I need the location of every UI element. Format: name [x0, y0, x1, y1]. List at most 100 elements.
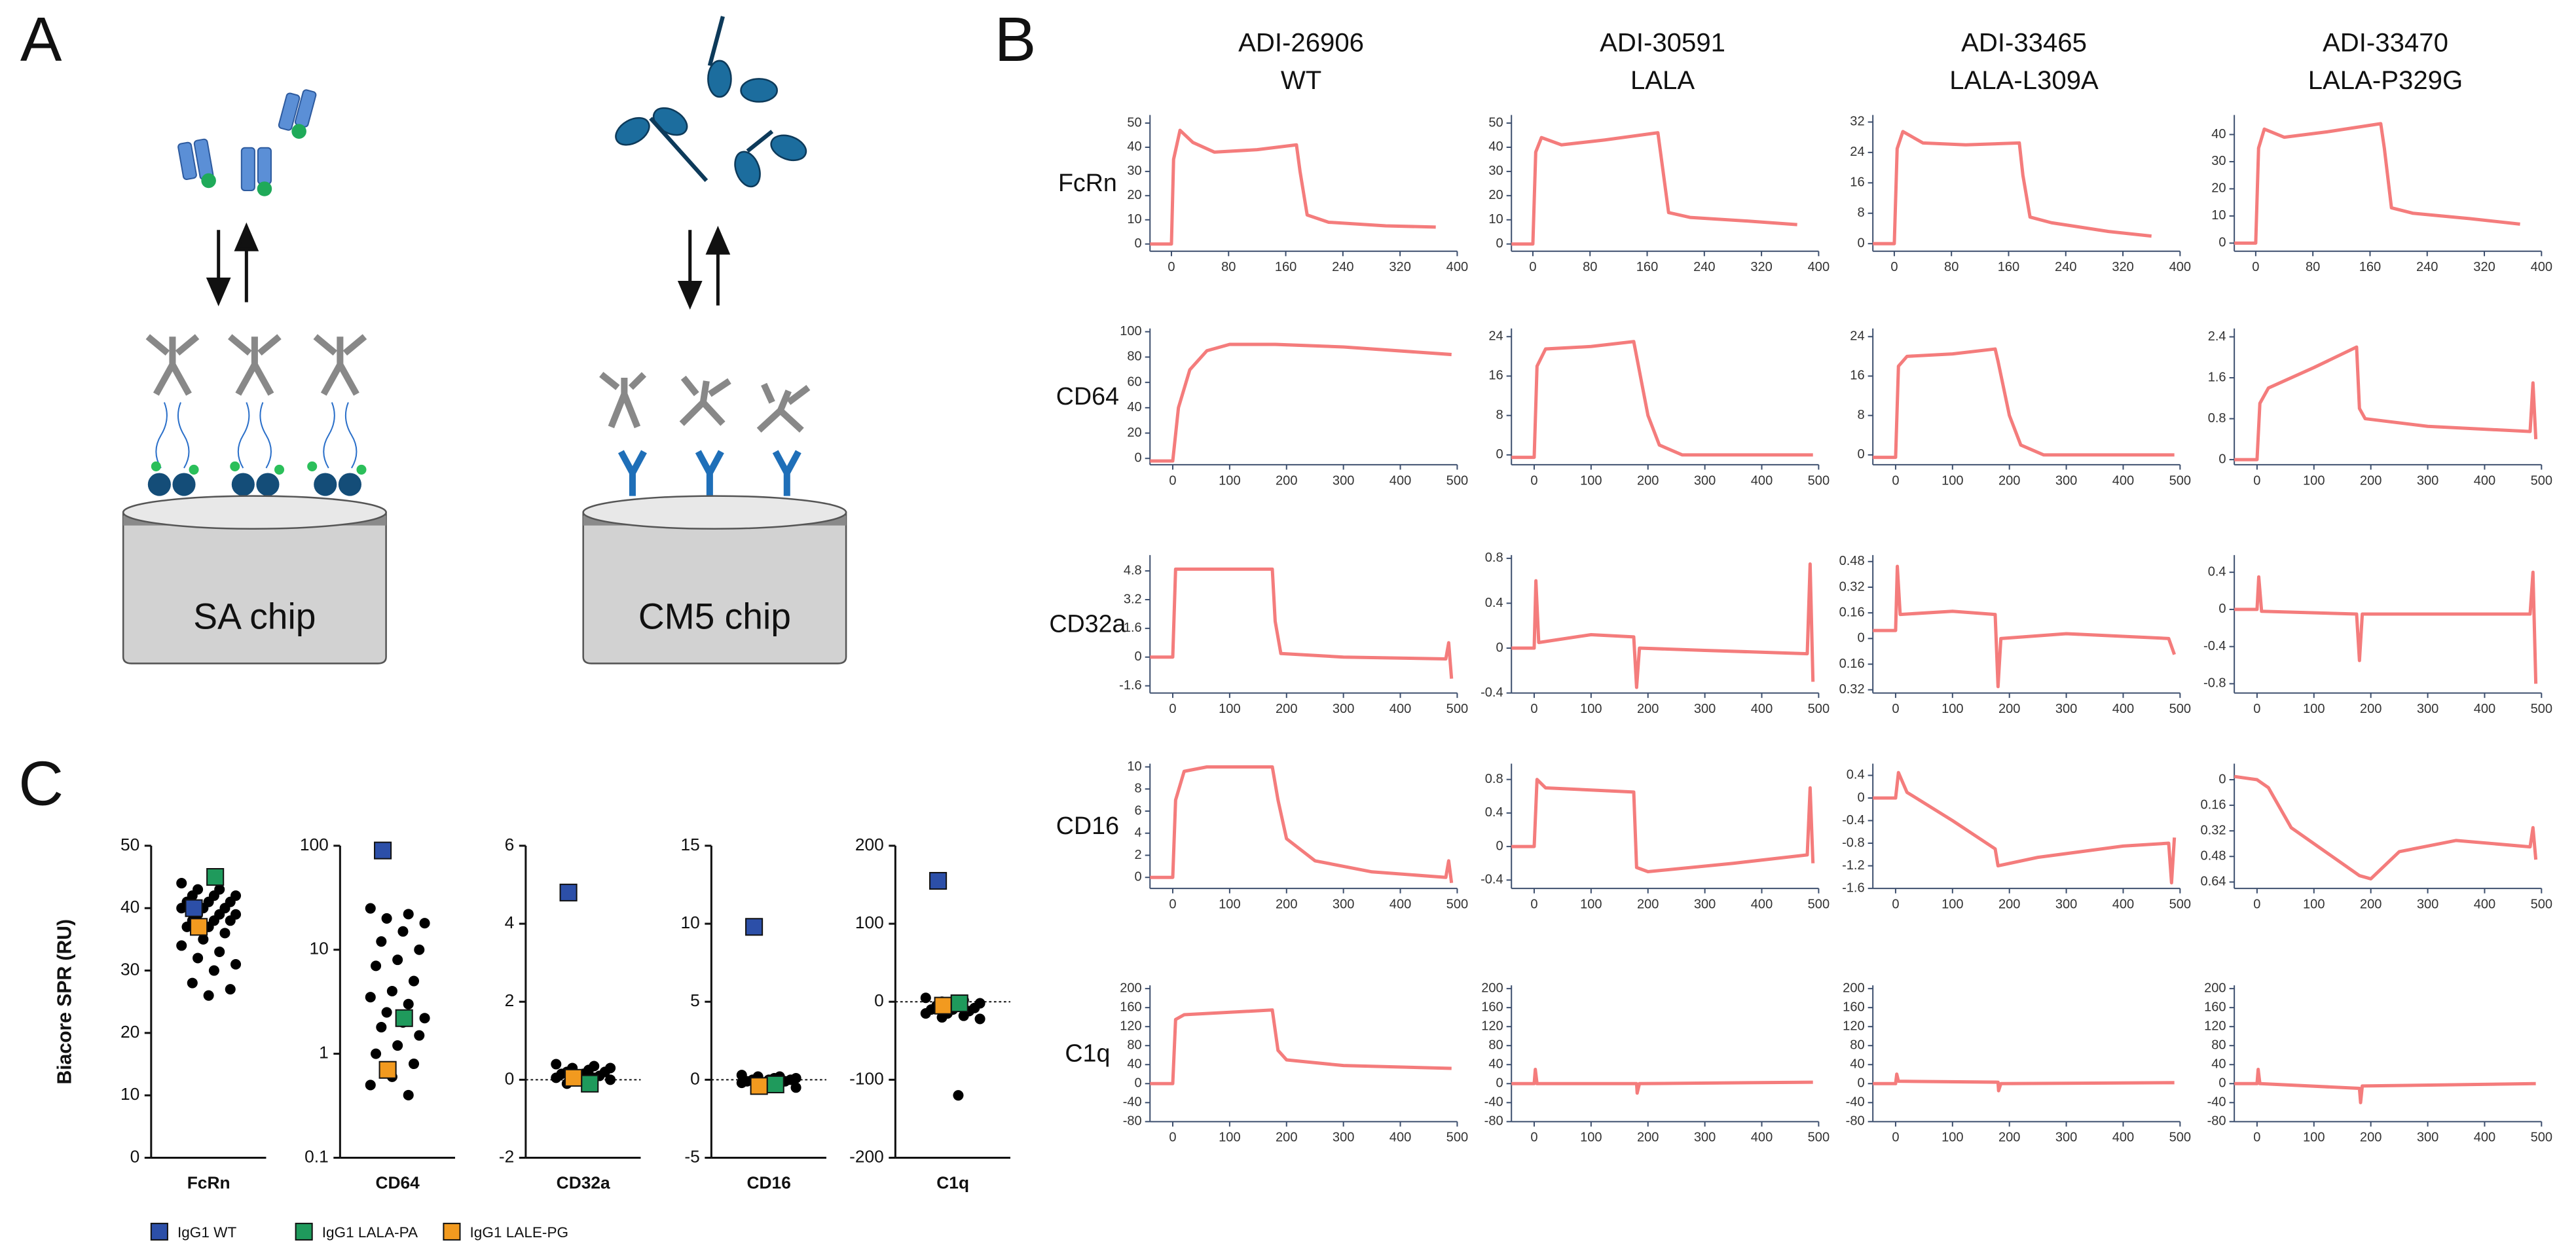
column-header: ADI-30591 [1600, 27, 1725, 57]
x-tick-label: 0 [1169, 1131, 1176, 1145]
category-label: FcRn [187, 1173, 230, 1193]
x-tick-label: 0 [1168, 260, 1175, 274]
data-point [376, 1022, 387, 1033]
y-tick-label: 0 [130, 1146, 140, 1166]
data-point [198, 934, 209, 945]
x-tick-label: 400 [2112, 702, 2134, 716]
x-tick-label: 0 [1892, 473, 1899, 488]
sensorgram [1511, 340, 1813, 460]
y-tick-label: 0 [505, 1068, 515, 1088]
x-tick-label: 500 [1808, 702, 1830, 716]
legend-swatch [150, 1222, 168, 1241]
highlight-point [750, 1077, 768, 1095]
x-tick-label: 400 [1389, 1131, 1411, 1145]
highlight-point [378, 1061, 397, 1079]
y-tick-label: 8 [1857, 206, 1864, 220]
sensorgram [2234, 122, 2520, 245]
data-point [392, 954, 403, 966]
panel-label: A [20, 5, 62, 75]
x-tick-label: 500 [1808, 1131, 1830, 1145]
x-tick-label: 0 [2252, 260, 2259, 274]
x-tick-label: 320 [2112, 260, 2133, 274]
y-tick-label: 10 [1127, 212, 1141, 227]
y-tick-label: 20 [2211, 181, 2226, 196]
y-tick-label: 3.2 [1124, 592, 1142, 606]
y-tick-label: -200 [849, 1146, 884, 1166]
sensorgram [1150, 342, 1452, 463]
x-tick-label: 0 [1530, 1131, 1537, 1145]
x-tick-label: 300 [2417, 702, 2438, 716]
y-tick-label: 6 [1135, 803, 1142, 818]
y-tick-label: 1 [319, 1043, 329, 1062]
x-tick-label: 300 [2417, 473, 2438, 488]
y-tick-label: -80 [1484, 1114, 1503, 1129]
y-tick-label: 40 [1127, 400, 1141, 414]
legend-swatch [295, 1222, 313, 1241]
x-tick-label: 200 [1637, 897, 1659, 911]
y-tick-label: 30 [1488, 164, 1503, 178]
x-tick-label: 80 [1583, 260, 1597, 274]
y-tick-label: 200 [1120, 981, 1141, 995]
x-tick-label: 500 [2169, 897, 2191, 911]
x-tick-label: 400 [1751, 473, 1773, 488]
y-tick-label: 30 [1127, 164, 1141, 178]
x-tick-label: 500 [1446, 702, 1468, 716]
data-point [365, 903, 376, 914]
y-tick-label: -40 [2207, 1095, 2226, 1110]
y-tick-label: 10 [309, 939, 328, 958]
data-point [381, 1007, 392, 1018]
column-header: ADI-26906 [1238, 27, 1364, 57]
y-tick-label: -1.2 [1842, 858, 1865, 873]
highlight-point [395, 1009, 413, 1027]
y-tick-label: 20 [1488, 188, 1503, 202]
y-tick-label: 0 [1496, 1076, 1503, 1091]
y-tick-label: 8 [1857, 408, 1864, 422]
y-tick-label: 80 [1488, 1038, 1503, 1053]
y-tick-label: -80 [2207, 1114, 2226, 1129]
data-point [181, 921, 193, 932]
y-tick-label: 40 [2211, 1057, 2226, 1072]
y-tick-label: 0.64 [2201, 875, 2226, 889]
x-tick-label: 100 [1580, 702, 1602, 716]
legend-label: IgG1 LALA-PA [322, 1224, 418, 1241]
y-tick-label: 160 [1843, 1000, 1864, 1014]
x-tick-label: 200 [2360, 897, 2382, 911]
row-label: CD16 [1056, 812, 1119, 839]
data-point [605, 1074, 616, 1085]
legend-label: IgG1 WT [177, 1224, 236, 1241]
y-tick-label: 4 [505, 913, 515, 932]
x-tick-label: 80 [1221, 260, 1236, 274]
x-tick-label: 400 [1389, 702, 1411, 716]
x-tick-label: 200 [1998, 473, 2020, 488]
sensorgram [1150, 128, 1436, 246]
y-tick-label: 80 [1127, 1038, 1141, 1053]
data-point [371, 960, 382, 972]
sensorgram [1511, 562, 1815, 689]
x-tick-label: 500 [1446, 897, 1468, 911]
y-tick-label: 8 [1135, 782, 1142, 796]
x-tick-label: 500 [2169, 1131, 2191, 1145]
highlight-point [559, 883, 578, 901]
y-tick-label: 0 [1857, 631, 1864, 645]
x-tick-label: 0 [1530, 702, 1537, 716]
x-tick-label: 300 [1333, 702, 1354, 716]
category-label: CD64 [376, 1173, 420, 1193]
y-tick-label: 200 [855, 835, 884, 854]
x-tick-label: 0 [1892, 897, 1899, 911]
y-tick-label: -100 [849, 1068, 884, 1088]
y-tick-label: 60 [1127, 374, 1141, 389]
x-tick-label: 0 [2253, 897, 2260, 911]
x-tick-label: 100 [2303, 897, 2325, 911]
x-tick-label: 0 [1169, 702, 1176, 716]
x-tick-label: 0 [1892, 702, 1899, 716]
y-tick-label: 40 [1127, 1057, 1141, 1072]
y-tick-label: 80 [1850, 1038, 1864, 1053]
y-tick-label: 0 [1496, 640, 1503, 655]
y-axis-label: Biacore SPR (RU) [54, 919, 75, 1084]
y-tick-label: -40 [1846, 1095, 1865, 1110]
x-tick-label: 200 [2360, 1131, 2382, 1145]
y-tick-label: 0.48 [2201, 849, 2226, 863]
x-tick-label: 400 [2474, 473, 2495, 488]
x-tick-label: 200 [2360, 702, 2382, 716]
